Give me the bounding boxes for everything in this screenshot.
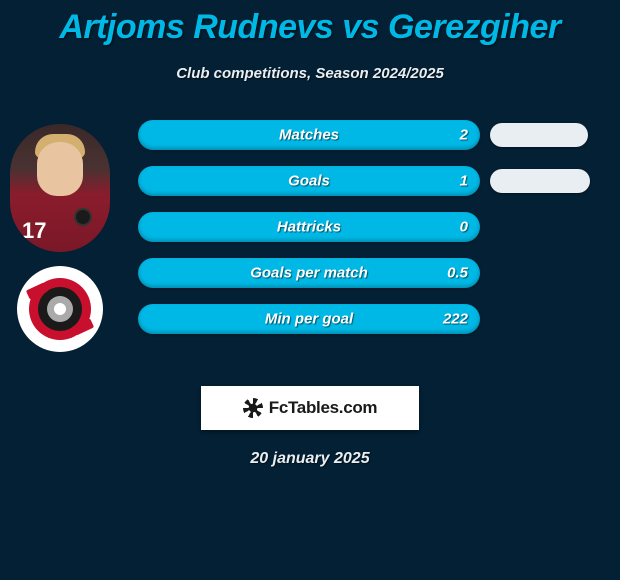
player-badge-icon — [74, 208, 92, 226]
page-title: Artjoms Rudnevs vs Gerezgiher — [0, 0, 620, 47]
stat-value-left: 0.5 — [447, 265, 468, 282]
stat-value-left: 0 — [460, 219, 468, 236]
pill-row — [490, 304, 610, 334]
hurricane-logo-icon — [29, 278, 91, 340]
stat-label: Matches — [279, 127, 339, 144]
stat-value-left: 2 — [460, 127, 468, 144]
stat-row-matches: Matches 2 — [138, 120, 480, 150]
stat-value-left: 222 — [443, 311, 468, 328]
pill-row — [490, 166, 610, 196]
stat-row-goals: Goals 1 — [138, 166, 480, 196]
stat-row-mpg: Min per goal 222 — [138, 304, 480, 334]
pill-matches — [490, 123, 588, 147]
stats-bars: Matches 2 Goals 1 Hattricks 0 Goals per … — [138, 120, 480, 350]
stat-label: Min per goal — [265, 311, 353, 328]
comparison-content: 17 Matches 2 Goals 1 Hattricks 0 — [0, 114, 620, 374]
pill-row — [490, 258, 610, 288]
avatars-column: 17 — [10, 124, 120, 352]
player2-logo — [17, 266, 103, 352]
player-number: 17 — [22, 218, 46, 244]
stat-label: Goals — [288, 173, 330, 190]
stat-row-hattricks: Hattricks 0 — [138, 212, 480, 242]
badge-text: FcTables.com — [269, 398, 378, 418]
fctables-logo-icon — [243, 398, 263, 418]
subtitle: Club competitions, Season 2024/2025 — [0, 65, 620, 82]
stats-pills — [490, 120, 610, 350]
pill-row — [490, 212, 610, 242]
stat-row-gpm: Goals per match 0.5 — [138, 258, 480, 288]
source-badge[interactable]: FcTables.com — [201, 386, 419, 430]
pill-goals — [490, 169, 590, 193]
stat-label: Goals per match — [250, 265, 368, 282]
stat-value-left: 1 — [460, 173, 468, 190]
player1-avatar: 17 — [10, 124, 110, 252]
stat-label: Hattricks — [277, 219, 341, 236]
date-text: 20 january 2025 — [0, 450, 620, 468]
pill-row — [490, 120, 610, 150]
player-head — [37, 142, 83, 196]
